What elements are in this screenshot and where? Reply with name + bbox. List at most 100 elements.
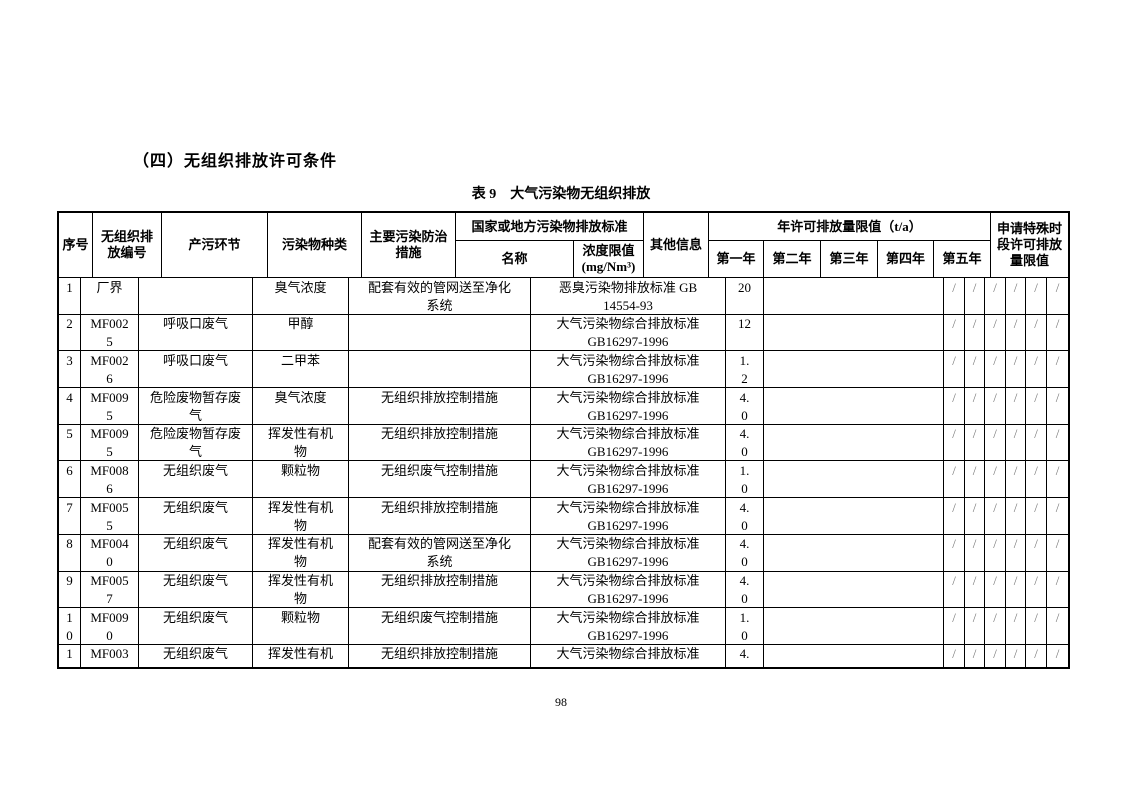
cell-slash: / <box>1026 351 1047 388</box>
cell-slash: / <box>1006 498 1026 534</box>
cell-slash: / <box>1006 571 1026 608</box>
cell-slash: / <box>944 388 965 424</box>
table-row: 6 MF008 6 无组织废气 颗粒物 无组织废气控制措施 大气污染物综合排放标准 GB1… <box>59 461 1068 499</box>
table-row: 1 厂界 臭气浓度 配套有效的管网送至净化 系统 恶臭污染物排放标准 GB 14554-… <box>59 278 1068 315</box>
cell-other-info <box>764 278 944 314</box>
cell-slash: / <box>944 278 965 314</box>
cell-slash: / <box>1055 536 1060 552</box>
table-row: 3 MF002 6 呼吸口废气 二甲苯 大气污染物综合排放标准 GB16297-1996… <box>59 351 1068 389</box>
page-number: 98 <box>555 695 567 709</box>
cell-stage: 无组织废气 <box>139 534 253 571</box>
table-row: 4 MF009 5 危险废物暂存废 气臭气浓度 无组织排放控制措施 大气污染物综合排放标… <box>59 388 1068 425</box>
cell-slash: / <box>985 278 1006 314</box>
section-heading: （四）无组织排放许可条件 <box>133 153 338 170</box>
cell-slash: / <box>1026 278 1047 314</box>
cell-code: MF009 0 <box>81 608 139 644</box>
cell-slash: / <box>1026 314 1047 351</box>
cell-standard: 恶臭污染物排放标准 GB 14554-93 <box>531 278 726 314</box>
header-pollutant: 污染物种类 <box>268 213 362 278</box>
cell-seq: 7 <box>59 498 81 534</box>
cell-other-info <box>764 644 944 667</box>
cell-stage: 无组织废气 <box>139 644 253 667</box>
cell-slash: / <box>944 461 965 498</box>
cell-stage: 无组织废气 <box>139 571 253 608</box>
cell-slash: / <box>944 644 965 667</box>
cell-value: 4. 0 <box>726 424 764 461</box>
header-measure: 主要污染防治 措施 <box>362 213 456 278</box>
cell-value: 1. 0 <box>726 461 764 498</box>
table-row: 7 MF005 5 无组织废气 挥发性有机 物无组织排放控制措施 大气污染物综合排放标准… <box>59 498 1068 535</box>
cell-code: MF002 6 <box>81 351 139 388</box>
cell-other-info <box>764 608 944 644</box>
cell-standard: 大气污染物综合排放标准 GB16297-1996 <box>531 461 726 498</box>
cell-measure: 无组织废气控制措施 <box>349 608 531 644</box>
cell-code: MF008 6 <box>81 461 139 498</box>
cell-slash: / <box>1055 646 1060 662</box>
cell-seq: 8 <box>59 534 81 571</box>
cell-measure: 配套有效的管网送至净化 系统 <box>349 278 531 314</box>
cell-value: 1. 2 <box>726 351 764 388</box>
cell-stage: 无组织废气 <box>139 608 253 644</box>
cell-seq: 2 <box>59 314 81 351</box>
cell-value: 20 <box>726 278 764 314</box>
cell-measure: 无组织排放控制措施 <box>349 571 531 608</box>
cell-slash: / <box>985 644 1006 667</box>
cell-slash: / <box>1055 573 1060 588</box>
header-stage: 产污环节 <box>162 213 268 278</box>
cell-value: 4. 0 <box>726 571 764 608</box>
header-seq: 序号 <box>59 213 93 278</box>
cell-pollutant: 臭气浓度 <box>253 388 349 424</box>
cell-seq: 1 <box>59 278 81 314</box>
cell-slash: / <box>965 608 985 644</box>
cell-slash: / <box>1006 278 1026 314</box>
cell-slash: / <box>944 314 965 351</box>
cell-value: 4. 0 <box>726 534 764 571</box>
cell-other-info <box>764 388 944 424</box>
cell-slash: / <box>1026 498 1047 534</box>
cell-standard: 大气污染物综合排放标准 GB16297-1996 <box>531 424 726 461</box>
cell-slash: / <box>1055 352 1060 368</box>
header-code: 无组织排 放编号 <box>93 213 162 278</box>
cell-slash: / <box>965 424 985 461</box>
cell-value: 1. 0 <box>726 608 764 644</box>
cell-slash: / <box>1055 499 1060 515</box>
cell-code: 厂界 <box>81 278 139 314</box>
cell-seq: 1 0 <box>59 608 81 644</box>
cell-slash: / <box>1006 351 1026 388</box>
cell-slash: / <box>965 314 985 351</box>
table-row: 5 MF009 5 危险废物暂存废 气挥发性有机 物无组织排放控制措施 大气污染物综合… <box>59 424 1068 462</box>
cell-slash: / <box>985 461 1006 498</box>
cell-measure: 无组织排放控制措施 <box>349 388 531 424</box>
header-year-1: 第一年 <box>709 241 764 278</box>
cell-pollutant: 甲醇 <box>253 314 349 351</box>
table-row: 1 0 MF009 0 无组织废气 颗粒物 无组织废气控制措施 大气污染物综合排放标准 G… <box>59 608 1068 645</box>
cell-slash: / <box>965 461 985 498</box>
cell-stage: 危险废物暂存废 气 <box>139 424 253 461</box>
cell-value: 4. 0 <box>726 388 764 424</box>
cell-code: MF003 <box>81 644 139 667</box>
cell-standard: 大气污染物综合排放标准 GB16297-1996 <box>531 388 726 424</box>
cell-slash: / <box>1055 426 1060 442</box>
cell-slash: / <box>1055 609 1060 625</box>
cell-value: 4. 0 <box>726 498 764 534</box>
cell-other-info <box>764 498 944 534</box>
header-year-3: 第三年 <box>821 241 878 278</box>
cell-slash: / <box>1006 534 1026 571</box>
cell-seq: 9 <box>59 571 81 608</box>
cell-slash: / <box>944 571 965 608</box>
cell-slash: / <box>965 278 985 314</box>
table-row: 8 MF004 0 无组织废气 挥发性有机 物配套有效的管网送至净化 系统 大气污染物综… <box>59 534 1068 572</box>
cell-measure: 无组织废气控制措施 <box>349 461 531 498</box>
cell-slash: / <box>1026 424 1047 461</box>
cell-slash: / <box>985 351 1006 388</box>
cell-slash: / <box>1006 314 1026 351</box>
cell-slash: / <box>1055 316 1060 332</box>
cell-seq: 1 <box>59 644 81 667</box>
emissions-table: 序号 无组织排 放编号 产污环节 污染物种类 主要污染防治 措施 国家或地方污染… <box>57 211 1070 669</box>
cell-seq: 5 <box>59 424 81 461</box>
cell-slash: / <box>965 351 985 388</box>
header-year-4: 第四年 <box>878 241 934 278</box>
cell-standard: 大气污染物综合排放标准 GB16297-1996 <box>531 351 726 388</box>
cell-pollutant: 臭气浓度 <box>253 278 349 314</box>
cell-slash: / <box>965 644 985 667</box>
